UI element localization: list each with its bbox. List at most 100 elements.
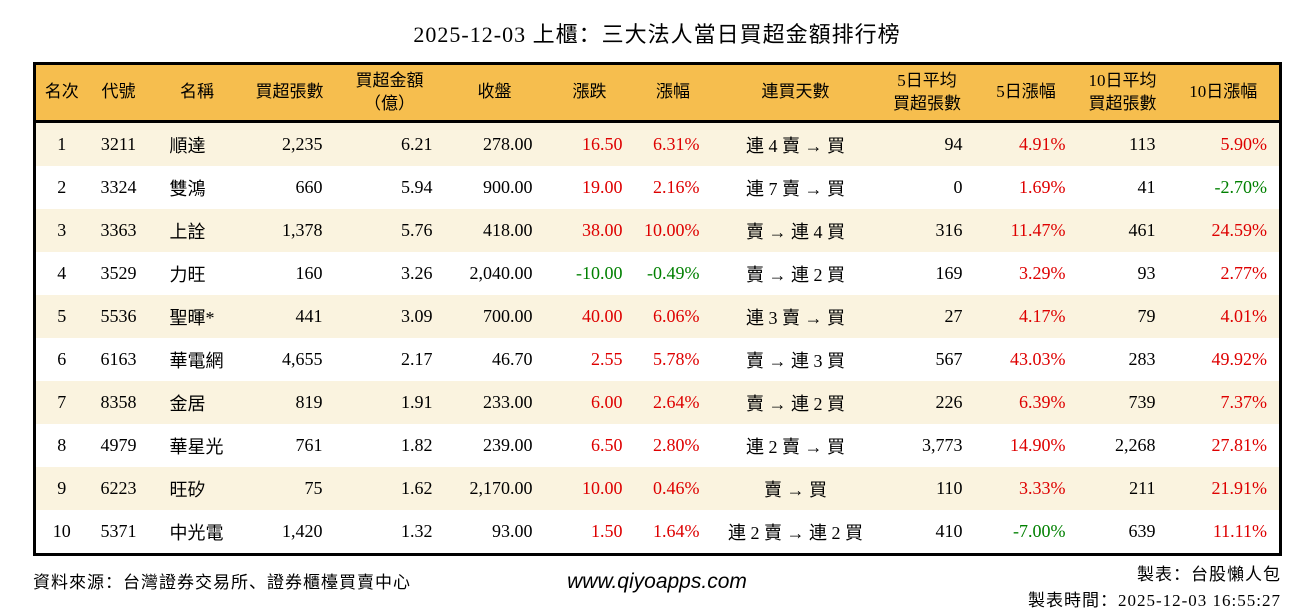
cell-avg5-shares: 169: [935, 263, 963, 283]
cell-code: 3363: [100, 220, 137, 240]
ranking-table: 名次 代號 名稱 買超張數 買超金額 （億） 收盤 漲跌 漲幅 連買天數 5日平…: [33, 62, 1282, 556]
cell-close: 900.00: [483, 177, 533, 197]
cell-net-buy-shares: 1,420: [282, 521, 323, 541]
cell-pct10: -2.70%: [1214, 177, 1268, 197]
table-row: 1 3211 順達 2,235 6.21 278.00 16.50 6.31% 連 4 賣 → …: [34, 121, 1281, 166]
cell-pct10: 24.59%: [1211, 220, 1268, 240]
col-header-stock-name: 名稱: [149, 63, 245, 123]
table-row: 5 5536 聖暉* 441 3.09 700.00 40.00 6.06% 連 3 賣 → 買…: [34, 295, 1281, 338]
cell-rank: 10: [52, 521, 71, 541]
cell-code: 3324: [100, 177, 137, 197]
cell-avg5-shares: 94: [944, 134, 963, 154]
cell-net-buy-shares: 441: [295, 306, 323, 326]
cell-change: 2.55: [591, 349, 623, 369]
cell-pct5: 3.29%: [1019, 263, 1066, 283]
cell-stock-name: 旺矽: [169, 479, 206, 500]
cell-avg10-shares: 739: [1128, 392, 1156, 412]
col-header-streak: 連買天數: [711, 63, 880, 123]
footer: 資料來源：台灣證券交易所、證券櫃檯買賣中心 www.qiyoapps.com 製…: [33, 562, 1281, 612]
cell-rank: 7: [57, 392, 67, 412]
cell-net-buy-amount: 1.82: [401, 435, 433, 455]
page-title: 2025-12-03 上櫃：三大法人當日買超金額排行榜: [413, 22, 901, 47]
col-header-net-buy-amount: 買超金額 （億）: [334, 63, 445, 123]
cell-streak: 賣 → 連 4 買: [746, 221, 845, 242]
cell-close: 2,170.00: [469, 478, 533, 498]
cell-stock-name: 力旺: [169, 264, 206, 285]
cell-pct10: 27.81%: [1211, 435, 1268, 455]
cell-stock-name: 華星光: [169, 436, 224, 457]
cell-code: 6163: [100, 349, 137, 369]
cell-stock-name: 華電網: [169, 350, 224, 371]
cell-change-pct: 2.80%: [653, 435, 700, 455]
cell-net-buy-amount: 3.09: [401, 306, 433, 326]
table-row: 6 6163 華電網 4,655 2.17 46.70 2.55 5.78% 賣 → 連 3 買…: [35, 338, 1281, 381]
cell-change-pct: 2.16%: [653, 177, 700, 197]
cell-change: 19.00: [582, 177, 623, 197]
col-header-avg5-shares: 5日平均 買超張數: [879, 63, 975, 123]
cell-change-pct: 6.31%: [653, 134, 700, 154]
cell-change: 6.50: [591, 435, 623, 455]
cell-streak: 賣 → 連 2 買: [746, 393, 845, 414]
cell-avg5-shares: 316: [935, 220, 963, 240]
data-source-note: 資料來源：台灣證券交易所、證券櫃檯買賣中心: [33, 573, 411, 592]
cell-change-pct: 2.64%: [653, 392, 700, 412]
cell-avg10-shares: 79: [1137, 306, 1156, 326]
website-watermark: www.qiyoapps.com: [567, 570, 747, 593]
cell-avg5-shares: 410: [935, 521, 963, 541]
cell-avg10-shares: 93: [1137, 263, 1156, 283]
cell-avg10-shares: 2,268: [1115, 435, 1156, 455]
cell-net-buy-amount: 2.17: [401, 349, 433, 369]
cell-avg10-shares: 211: [1129, 478, 1156, 498]
cell-streak: 連 2 賣 → 連 2 買: [728, 522, 863, 543]
cell-change: 6.00: [591, 392, 623, 412]
cell-streak: 連 2 賣 → 買: [746, 436, 845, 457]
cell-streak: 連 7 賣 → 買: [746, 178, 845, 199]
cell-stock-name: 聖暉*: [169, 307, 215, 328]
cell-code: 5536: [100, 306, 137, 326]
col-header-change: 漲跌: [544, 63, 635, 123]
cell-avg5-shares: 0: [953, 177, 963, 197]
cell-code: 4979: [100, 435, 137, 455]
cell-code: 8358: [100, 392, 137, 412]
cell-avg10-shares: 639: [1128, 521, 1156, 541]
table-row: 8 4979 華星光 761 1.82 239.00 6.50 2.80% 連 2 賣 → 買 3…: [35, 424, 1281, 467]
table-row: 7 8358 金居 819 1.91 233.00 6.00 2.64% 賣 → 連 2 買 22…: [34, 381, 1281, 424]
cell-rank: 8: [57, 435, 67, 455]
cell-net-buy-shares: 1,378: [282, 220, 323, 240]
cell-change: 10.00: [582, 478, 623, 498]
cell-change-pct: 5.78%: [653, 349, 700, 369]
cell-change: -10.00: [576, 263, 623, 283]
col-header-pct5: 5日漲幅: [974, 63, 1078, 123]
cell-avg5-shares: 27: [944, 306, 963, 326]
cell-close: 239.00: [483, 435, 533, 455]
cell-net-buy-shares: 660: [295, 177, 323, 197]
cell-stock-name: 上詮: [169, 221, 206, 242]
cell-pct5: 6.39%: [1019, 392, 1066, 412]
cell-change-pct: 10.00%: [644, 220, 700, 240]
cell-pct5: 43.03%: [1010, 349, 1066, 369]
cell-rank: 9: [57, 478, 67, 498]
cell-rank: 4: [57, 263, 67, 283]
made-time-label: 製表時間：2025-12-03 16:55:27: [1027, 591, 1281, 611]
cell-net-buy-shares: 160: [295, 263, 323, 283]
cell-pct5: 4.17%: [1019, 306, 1066, 326]
cell-net-buy-amount: 1.91: [401, 392, 433, 412]
cell-avg10-shares: 113: [1129, 134, 1156, 154]
cell-code: 5371: [100, 521, 137, 541]
cell-streak: 連 4 賣 → 買: [746, 135, 845, 156]
cell-net-buy-shares: 4,655: [282, 349, 323, 369]
cell-close: 418.00: [483, 220, 533, 240]
col-header-pct10: 10日漲幅: [1167, 63, 1281, 123]
cell-net-buy-amount: 5.94: [401, 177, 433, 197]
cell-close: 278.00: [483, 134, 533, 154]
cell-change: 1.50: [591, 521, 623, 541]
cell-net-buy-shares: 75: [304, 478, 323, 498]
cell-pct10: 5.90%: [1220, 134, 1268, 154]
cell-pct10: 21.91%: [1211, 478, 1268, 498]
cell-change: 38.00: [582, 220, 623, 240]
col-header-change-pct: 漲幅: [634, 63, 712, 123]
cell-close: 46.70: [492, 349, 533, 369]
cell-streak: 賣 → 連 3 買: [746, 350, 845, 371]
cell-stock-name: 順達: [169, 135, 206, 156]
col-header-code: 代號: [87, 63, 150, 123]
